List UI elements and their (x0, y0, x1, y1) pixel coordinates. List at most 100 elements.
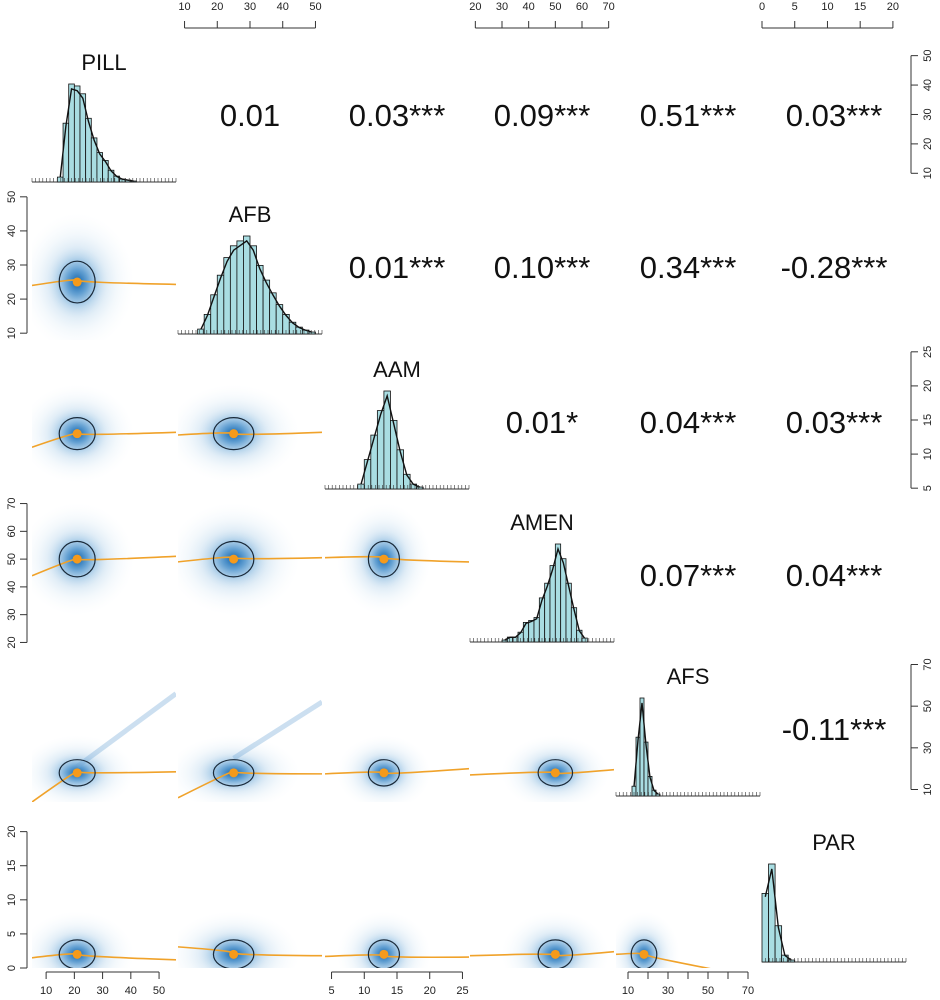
panel-content (178, 911, 322, 968)
variable-label: AAM (373, 357, 421, 382)
density-ridge (75, 691, 176, 769)
axis-tick-label: 40 (6, 225, 18, 237)
correlation-amen-par: 0.04*** (786, 558, 883, 593)
axis-tick-label: 25 (456, 985, 468, 997)
histogram-bar (229, 245, 238, 335)
mean-point (379, 949, 389, 959)
axis-tick-label: 30 (496, 1, 508, 13)
mean-point (72, 949, 82, 959)
axis-tick-label: 70 (742, 985, 754, 997)
histogram-afs: AFS (615, 664, 761, 797)
scatter-panel-afs-vs-amen (470, 735, 614, 802)
axis-tick-label: 60 (6, 525, 18, 537)
panel-content (325, 502, 469, 616)
panel-content (325, 911, 469, 968)
axis-tick-label: 20 (922, 138, 934, 150)
variable-label: PAR (812, 830, 856, 855)
density-curve (764, 868, 792, 961)
correlation-pill-afs: 0.51*** (640, 98, 737, 133)
panel-content (470, 735, 614, 802)
histogram-bar (501, 639, 508, 643)
axis-tick-label: 10 (6, 894, 18, 906)
axis-tick-label: 10 (358, 985, 370, 997)
axis-tick-label: 40 (6, 581, 18, 593)
axis-tick-label: 30 (662, 985, 674, 997)
axis-tick-label: 15 (6, 860, 18, 872)
histogram-bar (396, 449, 404, 490)
axis-tick-label: 0 (6, 965, 18, 971)
histogram-bar (363, 459, 372, 490)
correlation-ellipse (58, 759, 96, 787)
right-axis-pill: 10 20 30 40 50 (910, 50, 934, 179)
axis-tick-label: 50 (922, 700, 934, 712)
correlation-afb-par: -0.28*** (781, 250, 888, 285)
scatter-panel-amen-vs-aam (325, 502, 469, 616)
mean-point (229, 554, 239, 564)
panel-content (32, 213, 176, 340)
axis-tick-label: 50 (153, 985, 165, 997)
mean-point (639, 949, 649, 959)
mean-point (72, 554, 82, 564)
axis-tick-label: 50 (6, 191, 18, 203)
axis-tick-label: 20 (424, 985, 436, 997)
scatter-panel-aam-vs-afb (178, 384, 322, 483)
mean-point (550, 949, 560, 959)
correlation-ellipse (367, 540, 401, 578)
axis-tick-label: 30 (6, 609, 18, 621)
mean-point (72, 277, 82, 287)
correlation-afs-par: -0.11*** (782, 712, 887, 747)
axis-tick-label: 20 (6, 293, 18, 305)
histogram-bar (249, 245, 257, 335)
histogram-bar (57, 176, 64, 183)
right-axis-aam: 5 10 15 20 25 (910, 346, 934, 491)
correlation-ellipse (367, 939, 401, 968)
variable-label: PILL (81, 50, 126, 75)
scatter-panel-amen-vs-afb (178, 502, 322, 616)
mean-point (72, 429, 82, 439)
axis-tick-label: 20 (469, 1, 481, 13)
axis-tick-label: 40 (523, 1, 535, 13)
correlation-amen-afs: 0.07*** (640, 558, 737, 593)
axis-tick-label: 20 (887, 1, 899, 13)
histogram-bar (243, 235, 251, 335)
axis-tick-label: 10 (40, 985, 52, 997)
density-curve (360, 393, 421, 488)
axis-tick-label: 10 (922, 783, 934, 795)
density-core (624, 931, 664, 968)
axis-tick-label: 20 (68, 985, 80, 997)
histogram-bar (768, 863, 776, 963)
correlation-ellipse (537, 759, 574, 787)
correlation-pill-afb: 0.01 (220, 98, 280, 133)
density-curve (200, 239, 313, 333)
density-curve (633, 702, 659, 795)
axis-tick-label: 10 (6, 327, 18, 339)
correlation-ellipse (58, 540, 96, 578)
histogram-bar (403, 473, 411, 490)
axis-tick-label: 70 (6, 497, 18, 509)
bottom-axis-afs: 10 30 50 70 (622, 971, 754, 997)
scatter-panel-par-vs-aam (325, 911, 469, 968)
density-core (198, 931, 269, 968)
mean-point (229, 429, 239, 439)
top-axis-amen: 20 30 40 50 60 70 (469, 1, 615, 29)
correlation-pill-aam: 0.03*** (349, 98, 446, 133)
axis-tick-label: 10 (922, 167, 934, 179)
panel-content (616, 911, 711, 968)
scatter-panel-par-vs-afs (616, 911, 711, 968)
correlation-ellipse (58, 939, 96, 968)
axis-tick-label: 10 (821, 1, 833, 13)
histogram-bar (236, 240, 244, 335)
axis-tick-label: 50 (549, 1, 561, 13)
scatter-panel-afs-vs-pill (32, 691, 176, 802)
correlation-afb-aam: 0.01*** (349, 250, 446, 285)
top-axis-par: 0 5 10 15 20 (759, 1, 899, 29)
axis-tick-label: 50 (702, 985, 714, 997)
scatter-panel-aam-vs-pill (32, 384, 176, 483)
density-core (358, 931, 410, 968)
panel-content (178, 699, 322, 802)
correlation-afb-afs: 0.34*** (640, 250, 737, 285)
axis-tick-label: 20 (6, 636, 18, 648)
histogram-bar (370, 434, 378, 490)
axis-tick-label: 10 (178, 1, 190, 13)
density-core (526, 931, 585, 968)
